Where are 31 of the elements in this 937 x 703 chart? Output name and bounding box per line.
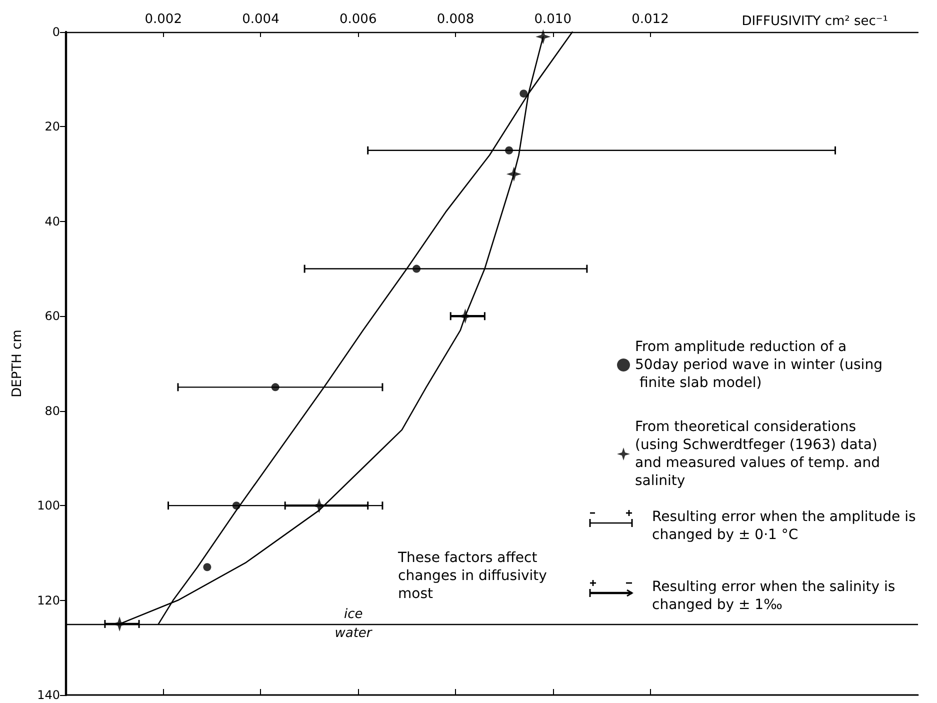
annotation: Resulting error when the amplitude is changed by ± 0·1 °C <box>652 508 917 544</box>
point <box>271 383 280 392</box>
y-tick-label: 60 <box>44 309 60 324</box>
legend-label: From amplitude reduction of a 50day period wave in winter (using finite slab model) <box>635 339 882 391</box>
y-tick-label: 80 <box>44 404 60 418</box>
point <box>520 90 528 98</box>
legend-label: From theoretical considerations (using Schwerdtfeger (1963) data) and measured values of temp. and salinity <box>635 419 884 489</box>
point <box>505 146 514 154</box>
x-tick-label: 0.004 <box>242 12 280 27</box>
point <box>506 166 522 182</box>
x-tick-label: 0.006 <box>340 12 377 27</box>
y-tick-label: 140 <box>37 688 60 702</box>
annotation: These factors affect changes in diffusivity most <box>398 549 548 603</box>
x-tick-label: 0.008 <box>436 12 474 27</box>
y-tick-label: 40 <box>44 214 60 228</box>
y-tick-label: 0 <box>52 25 60 39</box>
x-axis-title: DIFFUSIVITY cm² sec⁻¹ <box>742 14 888 29</box>
x-tick-label: 0.010 <box>534 12 572 27</box>
point <box>203 563 212 572</box>
y-tick-label: 20 <box>44 120 60 134</box>
annotation: water <box>334 626 374 641</box>
annotation: Resulting error when the salinity is changed by ± 1‰ <box>652 578 896 614</box>
point <box>536 29 551 44</box>
y-tick-label: 120 <box>37 593 60 608</box>
x-tick-label: 0.012 <box>632 12 669 27</box>
point <box>232 502 240 510</box>
ref-line-label: ice <box>344 606 363 622</box>
x-tick-label: 0.002 <box>144 12 182 27</box>
y-tick-label: 100 <box>37 498 60 513</box>
point <box>412 264 421 273</box>
y-axis-title: DEPTH cm <box>10 330 25 398</box>
